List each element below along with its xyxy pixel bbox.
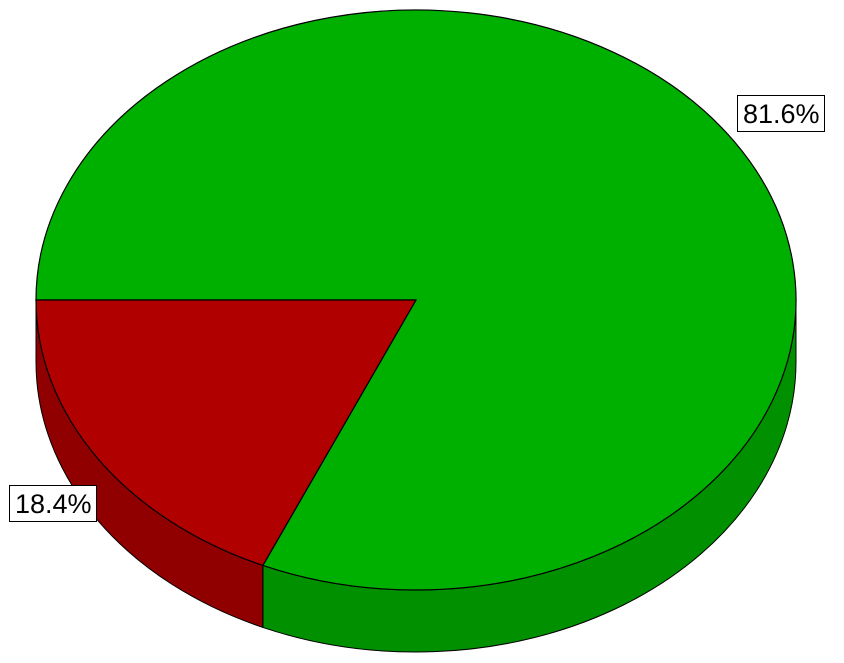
- slice-label-red: 18.4%: [9, 485, 97, 522]
- slice-label-green: 81.6%: [737, 95, 825, 132]
- pie-top-layer: [35, 9, 797, 591]
- pie-slice-1: [35, 299, 418, 567]
